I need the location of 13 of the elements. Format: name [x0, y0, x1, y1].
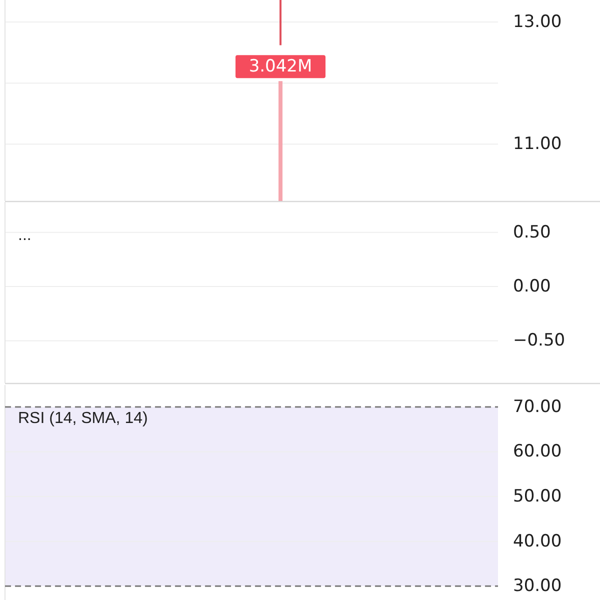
text: RSI (14, SMA, 14) [18, 410, 148, 427]
y-tick-label: 13.00 [513, 12, 562, 32]
data-label: 3.042M [248, 56, 312, 77]
y-tick-label: 50.00 [513, 486, 562, 507]
y-tick-label: 30.00 [513, 576, 562, 596]
y-tick-label: 60.00 [513, 442, 562, 462]
y-tick-label: 11.00 [513, 134, 562, 154]
y-tick-label: 40.00 [513, 531, 562, 552]
text: ... [18, 227, 32, 244]
y-tick-label: 70.00 [513, 396, 562, 417]
y-tick-label: −0.50 [513, 330, 566, 351]
y-tick-label: 0.50 [513, 222, 551, 242]
y-tick-label: 0.00 [513, 276, 551, 297]
